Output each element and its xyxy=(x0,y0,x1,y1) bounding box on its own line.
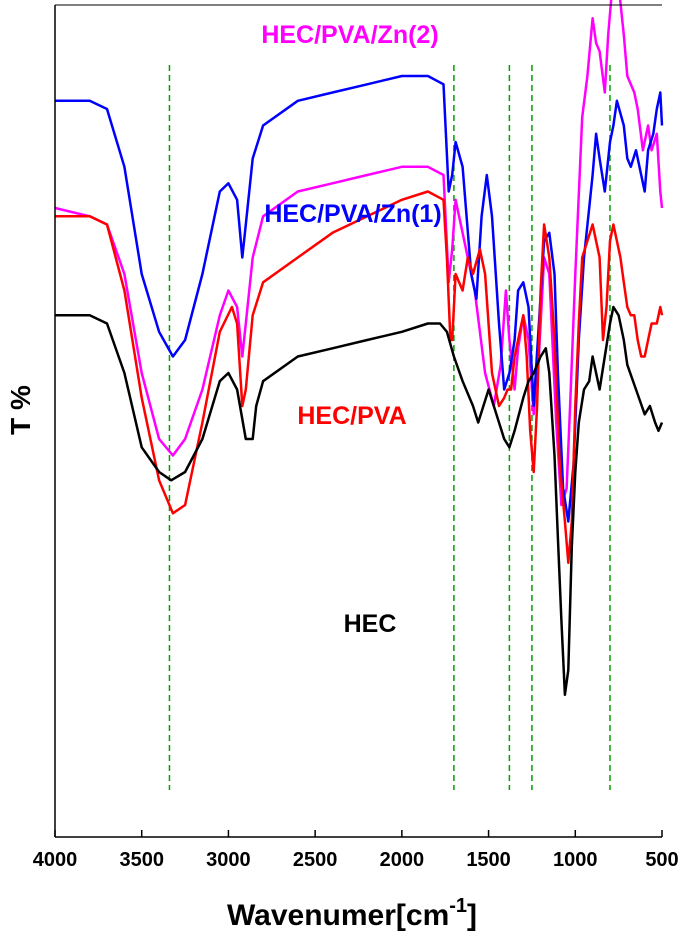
x-tick-label-3500: 3500 xyxy=(119,849,164,871)
x-tick-label-2000: 2000 xyxy=(380,849,425,871)
series-label-hec-pva: HEC/PVA xyxy=(297,402,406,430)
x-tick-label-500: 500 xyxy=(645,849,678,871)
y-axis-title: T % xyxy=(5,385,36,435)
x-axis-title-superscript: -1 xyxy=(449,895,467,917)
x-axis-title: Wavenumer[cm-1] xyxy=(227,895,477,932)
series-label-hec-pva-zn2: HEC/PVA/Zn(2) xyxy=(261,21,438,49)
series-line-hec xyxy=(55,305,664,697)
x-axis-title-main: Wavenumer[cm xyxy=(227,899,449,932)
series-line-hec-pva-zn-1 xyxy=(55,74,664,523)
x-ticks: 4000 3500 3000 2500 2000 1500 1000 500 xyxy=(33,830,679,871)
series-label-hec-pva-zn1: HEC/PVA/Zn(1) xyxy=(264,200,441,228)
x-tick-label-3000: 3000 xyxy=(206,849,251,871)
x-tick-label-1000: 1000 xyxy=(553,849,598,871)
x-tick-label-4000: 4000 xyxy=(33,849,78,871)
axis-frame xyxy=(54,4,662,838)
series-lines xyxy=(54,0,664,697)
series-line-hec-pva xyxy=(55,190,664,565)
x-tick-label-1500: 1500 xyxy=(466,849,511,871)
x-tick-label-2500: 2500 xyxy=(293,849,338,871)
series-label-hec: HEC xyxy=(344,610,397,638)
series-line-hec-pva-zn-2 xyxy=(54,0,664,507)
reference-lines xyxy=(168,65,611,790)
x-axis-title-end: ] xyxy=(467,899,477,932)
